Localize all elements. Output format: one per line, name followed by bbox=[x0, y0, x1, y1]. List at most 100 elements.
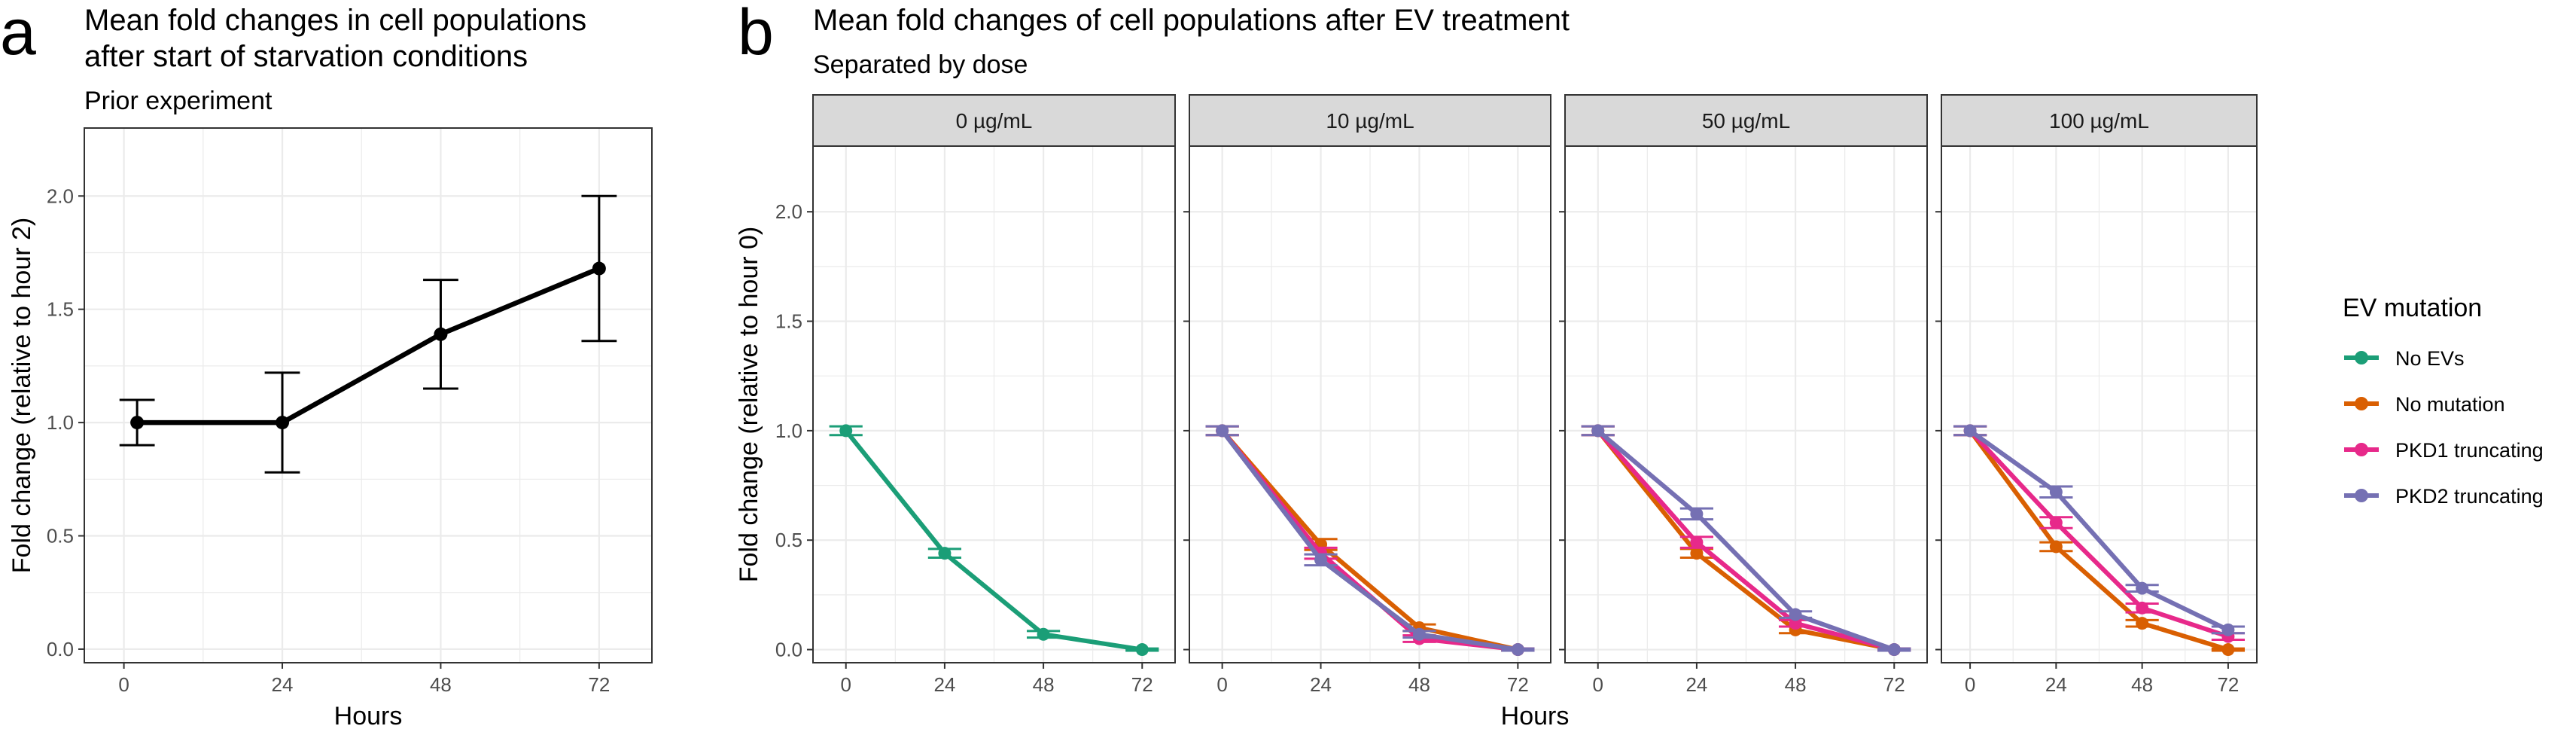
legend-key-point bbox=[2355, 397, 2368, 410]
panel-b-y-tick-label: 0.5 bbox=[775, 529, 802, 551]
panel-b-data-point bbox=[2221, 623, 2235, 636]
legend-label: PKD1 truncating bbox=[2395, 439, 2544, 462]
panel-b-data-point bbox=[1314, 553, 1328, 566]
panel-b-data-point bbox=[1887, 643, 1901, 657]
legend: EV mutation No EVs No mutation PKD1 trunca… bbox=[2343, 294, 2544, 508]
facet-strip bbox=[1564, 94, 1928, 147]
facet-panel: 100 µg/mL 0 24 48 72 bbox=[1935, 94, 2258, 696]
facet-strip bbox=[1189, 94, 1551, 147]
panel-a-series-line bbox=[137, 266, 601, 426]
facet-panel: 50 µg/mL 0 24 48 72 bbox=[1559, 94, 1928, 696]
panel-a-letter: a bbox=[0, 0, 36, 69]
panel-b-data-point bbox=[938, 547, 952, 560]
panel-b-x-tick-label: 48 bbox=[1408, 673, 1430, 696]
panel-b-x-tick-label: 72 bbox=[1883, 673, 1905, 696]
panel-a-plot-background bbox=[84, 128, 652, 663]
panel-b-subtitle: Separated by dose bbox=[813, 50, 1028, 79]
panel-b-series-line bbox=[1596, 429, 1895, 652]
panel-b-y-tick-label: 2.0 bbox=[775, 200, 802, 223]
panel-b-x-tick-label: 0 bbox=[840, 673, 851, 696]
legend-label: No mutation bbox=[2395, 393, 2505, 416]
panel-a-title-line1: Mean fold changes in cell populations bbox=[84, 4, 586, 37]
panel-b-x-tick-label: 72 bbox=[1131, 673, 1153, 696]
panel-b-y-tick-label: 0.0 bbox=[775, 639, 802, 661]
facet-strip-label: 10 µg/mL bbox=[1326, 109, 1414, 133]
panel-b-data-point bbox=[2049, 540, 2063, 554]
legend-key-point bbox=[2355, 351, 2368, 364]
panel-b-data-point bbox=[1690, 547, 1704, 560]
panel-b-letter: b bbox=[738, 0, 774, 69]
panel-b-series-line bbox=[1968, 429, 2229, 652]
panel-b-data-point bbox=[2049, 516, 2063, 529]
facet-panel: 10 µg/mL 0 24 48 72 bbox=[1183, 94, 1551, 696]
panel-b-data-point bbox=[839, 424, 853, 438]
panel-b-data-point bbox=[1037, 627, 1050, 641]
panel-b-x-tick-label: 24 bbox=[1685, 673, 1707, 696]
panel-b-data-point bbox=[1135, 643, 1149, 657]
panel-b-series-line bbox=[1968, 429, 2229, 639]
panel-a-subtitle: Prior experiment bbox=[84, 87, 273, 115]
panel-a-y-axis-title: Fold change (relative to hour 2) bbox=[8, 218, 36, 573]
legend-label: PKD2 truncating bbox=[2395, 485, 2544, 508]
panel-a-panel-border bbox=[84, 127, 653, 663]
panel-a-data-point bbox=[276, 416, 290, 430]
panel-b-chart: 0 µg/mL 0 24 48 72 0.0 0.5 1.0 1.5 2.0 10 µg/mL 0 24… bbox=[735, 94, 2258, 729]
panel-b-data-point bbox=[1690, 535, 1704, 549]
panel-a-y-tick-label: 1.5 bbox=[47, 298, 74, 321]
panel-a-y-tick-label: 0.0 bbox=[47, 638, 74, 660]
panel-b-data-point bbox=[1591, 424, 1605, 438]
panel-b-x-tick-label: 72 bbox=[1507, 673, 1529, 696]
panel-a-title-line2: after start of starvation conditions bbox=[84, 40, 528, 73]
panel-b-panel-border bbox=[1941, 145, 2258, 663]
panel-b-x-tick-label: 24 bbox=[933, 673, 955, 696]
legend-title: EV mutation bbox=[2343, 294, 2482, 322]
facet-strip-label: 50 µg/mL bbox=[1702, 109, 1790, 133]
panel-a-data-point bbox=[434, 327, 448, 341]
legend-key-point bbox=[2355, 489, 2368, 502]
panel-a-data-point bbox=[592, 261, 606, 276]
panel-a-x-tick-label: 24 bbox=[272, 673, 294, 696]
panel-b-data-point bbox=[1963, 424, 1977, 438]
panel-a-y-tick-label: 0.5 bbox=[47, 525, 74, 548]
panel-b-data-point bbox=[1216, 424, 1229, 438]
panel-b-data-point bbox=[2221, 643, 2235, 657]
panel-a-x-tick-label: 0 bbox=[118, 673, 129, 696]
panel-b-x-tick-label: 24 bbox=[1310, 673, 1332, 696]
legend-key-point bbox=[2355, 443, 2368, 456]
panel-a-x-tick-label: 48 bbox=[430, 673, 452, 696]
legend-label: No EVs bbox=[2395, 347, 2465, 370]
panel-b-title: Mean fold changes of cell populations af… bbox=[813, 4, 1570, 37]
panel-b-data-point bbox=[1511, 643, 1524, 657]
panel-b-data-point bbox=[1690, 507, 1704, 520]
panel-b-x-tick-label: 48 bbox=[1785, 673, 1807, 696]
panel-a-chart: 0 24 48 72 0.0 0.5 1.0 1.5 2.0 Hours Fold change (… bbox=[8, 127, 653, 729]
panel-a-x-axis-title: Hours bbox=[334, 702, 403, 729]
facet-strip bbox=[1941, 94, 2258, 147]
panel-b-series-line bbox=[1220, 429, 1518, 652]
panel-b-x-axis-title: Hours bbox=[1501, 702, 1570, 729]
panel-b-series-line bbox=[1969, 429, 2230, 633]
panel-b-x-tick-label: 0 bbox=[1592, 673, 1603, 696]
panel-a-x-tick-label: 72 bbox=[588, 673, 610, 696]
panel-b-data-point bbox=[1412, 627, 1426, 641]
panel-b-panel-border bbox=[812, 145, 1176, 663]
panel-b-data-point bbox=[1789, 608, 1802, 621]
panel-b-x-tick-label: 48 bbox=[2131, 673, 2153, 696]
panel-a-data-point bbox=[130, 416, 145, 430]
panel-b-x-tick-label: 0 bbox=[1965, 673, 1975, 696]
panel-b-x-tick-label: 72 bbox=[2217, 673, 2239, 696]
panel-a-y-tick-label: 1.0 bbox=[47, 411, 74, 434]
panel-b-data-point bbox=[1789, 617, 1802, 630]
panel-b-data-point bbox=[2136, 581, 2149, 595]
panel-b-panel-border bbox=[1564, 145, 1928, 663]
facet-strip-label: 0 µg/mL bbox=[956, 109, 1033, 133]
panel-b-y-axis-title: Fold change (relative to hour 0) bbox=[735, 227, 763, 582]
panel-b-x-tick-label: 0 bbox=[1216, 673, 1227, 696]
panel-b-series-line bbox=[844, 429, 1143, 652]
panel-b-data-point bbox=[2136, 617, 2149, 630]
panel-b-y-tick-label: 1.5 bbox=[775, 310, 802, 333]
panel-b-y-tick-label: 1.0 bbox=[775, 419, 802, 442]
panel-b-x-tick-label: 48 bbox=[1033, 673, 1055, 696]
panel-a-y-tick-label: 2.0 bbox=[47, 185, 74, 207]
